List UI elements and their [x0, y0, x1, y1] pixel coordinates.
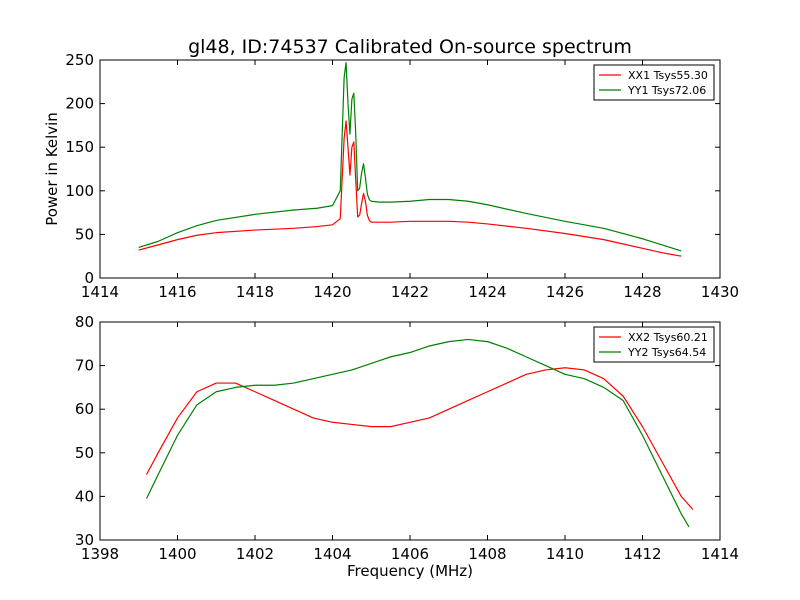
bottom-series-line-1	[145, 367, 694, 510]
top-legend-label-yy1: YY1 Tsys72.06	[627, 84, 706, 97]
top-x-tick-label: 1418	[236, 283, 274, 301]
bottom-x-tick-label: 1406	[391, 545, 429, 563]
top-y-tick-label: 50	[75, 225, 94, 243]
bottom-legend-label-yy2: YY2 Tsys64.54	[627, 346, 706, 359]
bottom-axis-ticks: 1398 1400 1402 1404 1406 1408 1410 1412 1414 30 40…	[75, 313, 739, 563]
bottom-y-tick-label: 80	[75, 313, 94, 331]
bottom-x-tick-label: 1408	[468, 545, 506, 563]
bottom-y-tick-label: 40	[75, 487, 94, 505]
top-spectrum-panel: 1414 1416 1418 1420 1422 1424 1426 1428 1430 0 50 1…	[43, 51, 739, 301]
bottom-x-tick-label: 1412	[623, 545, 661, 563]
top-x-tick-label: 1422	[391, 283, 429, 301]
top-legend: XX1 Tsys55.30 YY1 Tsys72.06	[593, 64, 715, 101]
bottom-legend: XX2 Tsys60.21 YY2 Tsys64.54	[593, 326, 715, 363]
top-x-tick-label: 1420	[313, 283, 351, 301]
top-x-tick-label: 1424	[468, 283, 506, 301]
bottom-y-tick-label: 70	[75, 357, 94, 375]
top-y-tick-label: 100	[65, 182, 94, 200]
bottom-spectrum-panel: 1398 1400 1402 1404 1406 1408 1410 1412 1414 30 40…	[75, 313, 739, 580]
chart-title: gl48, ID:74537 Calibrated On-source spec…	[188, 36, 632, 58]
top-y-axis-label: Power in Kelvin	[43, 112, 61, 226]
top-x-tick-label: 1426	[546, 283, 584, 301]
bottom-x-tick-label: 1400	[158, 545, 196, 563]
bottom-x-tick-label: 1414	[701, 545, 739, 563]
top-x-tick-label: 1430	[701, 283, 739, 301]
bottom-y-tick-label: 30	[75, 531, 94, 549]
top-x-tick-label: 1414	[81, 283, 119, 301]
top-legend-label-xx1: XX1 Tsys55.30	[628, 69, 708, 82]
top-series-line-1	[138, 120, 682, 257]
top-x-tick-label: 1416	[158, 283, 196, 301]
top-x-tick-label: 1428	[623, 283, 661, 301]
bottom-legend-box	[593, 326, 715, 363]
bottom-x-axis-label: Frequency (MHz)	[347, 562, 473, 580]
top-series-lines	[138, 62, 682, 257]
top-legend-box	[593, 64, 715, 101]
top-axis-ticks: 1414 1416 1418 1420 1422 1424 1426 1428 1430 0 50 1…	[65, 51, 739, 301]
top-y-tick-label: 200	[65, 95, 94, 113]
top-y-tick-label: 0	[84, 269, 94, 287]
bottom-y-tick-label: 60	[75, 400, 94, 418]
bottom-series-lines	[145, 338, 694, 528]
bottom-x-tick-label: 1398	[81, 545, 119, 563]
top-y-tick-label: 250	[65, 51, 94, 69]
top-series-line-2	[138, 62, 682, 252]
bottom-x-tick-label: 1404	[313, 545, 351, 563]
bottom-legend-label-xx2: XX2 Tsys60.21	[628, 331, 708, 344]
bottom-x-tick-label: 1402	[236, 545, 274, 563]
top-y-tick-label: 150	[65, 138, 94, 156]
bottom-y-tick-label: 50	[75, 444, 94, 462]
bottom-series-line-2	[145, 338, 690, 528]
bottom-x-tick-label: 1410	[546, 545, 584, 563]
